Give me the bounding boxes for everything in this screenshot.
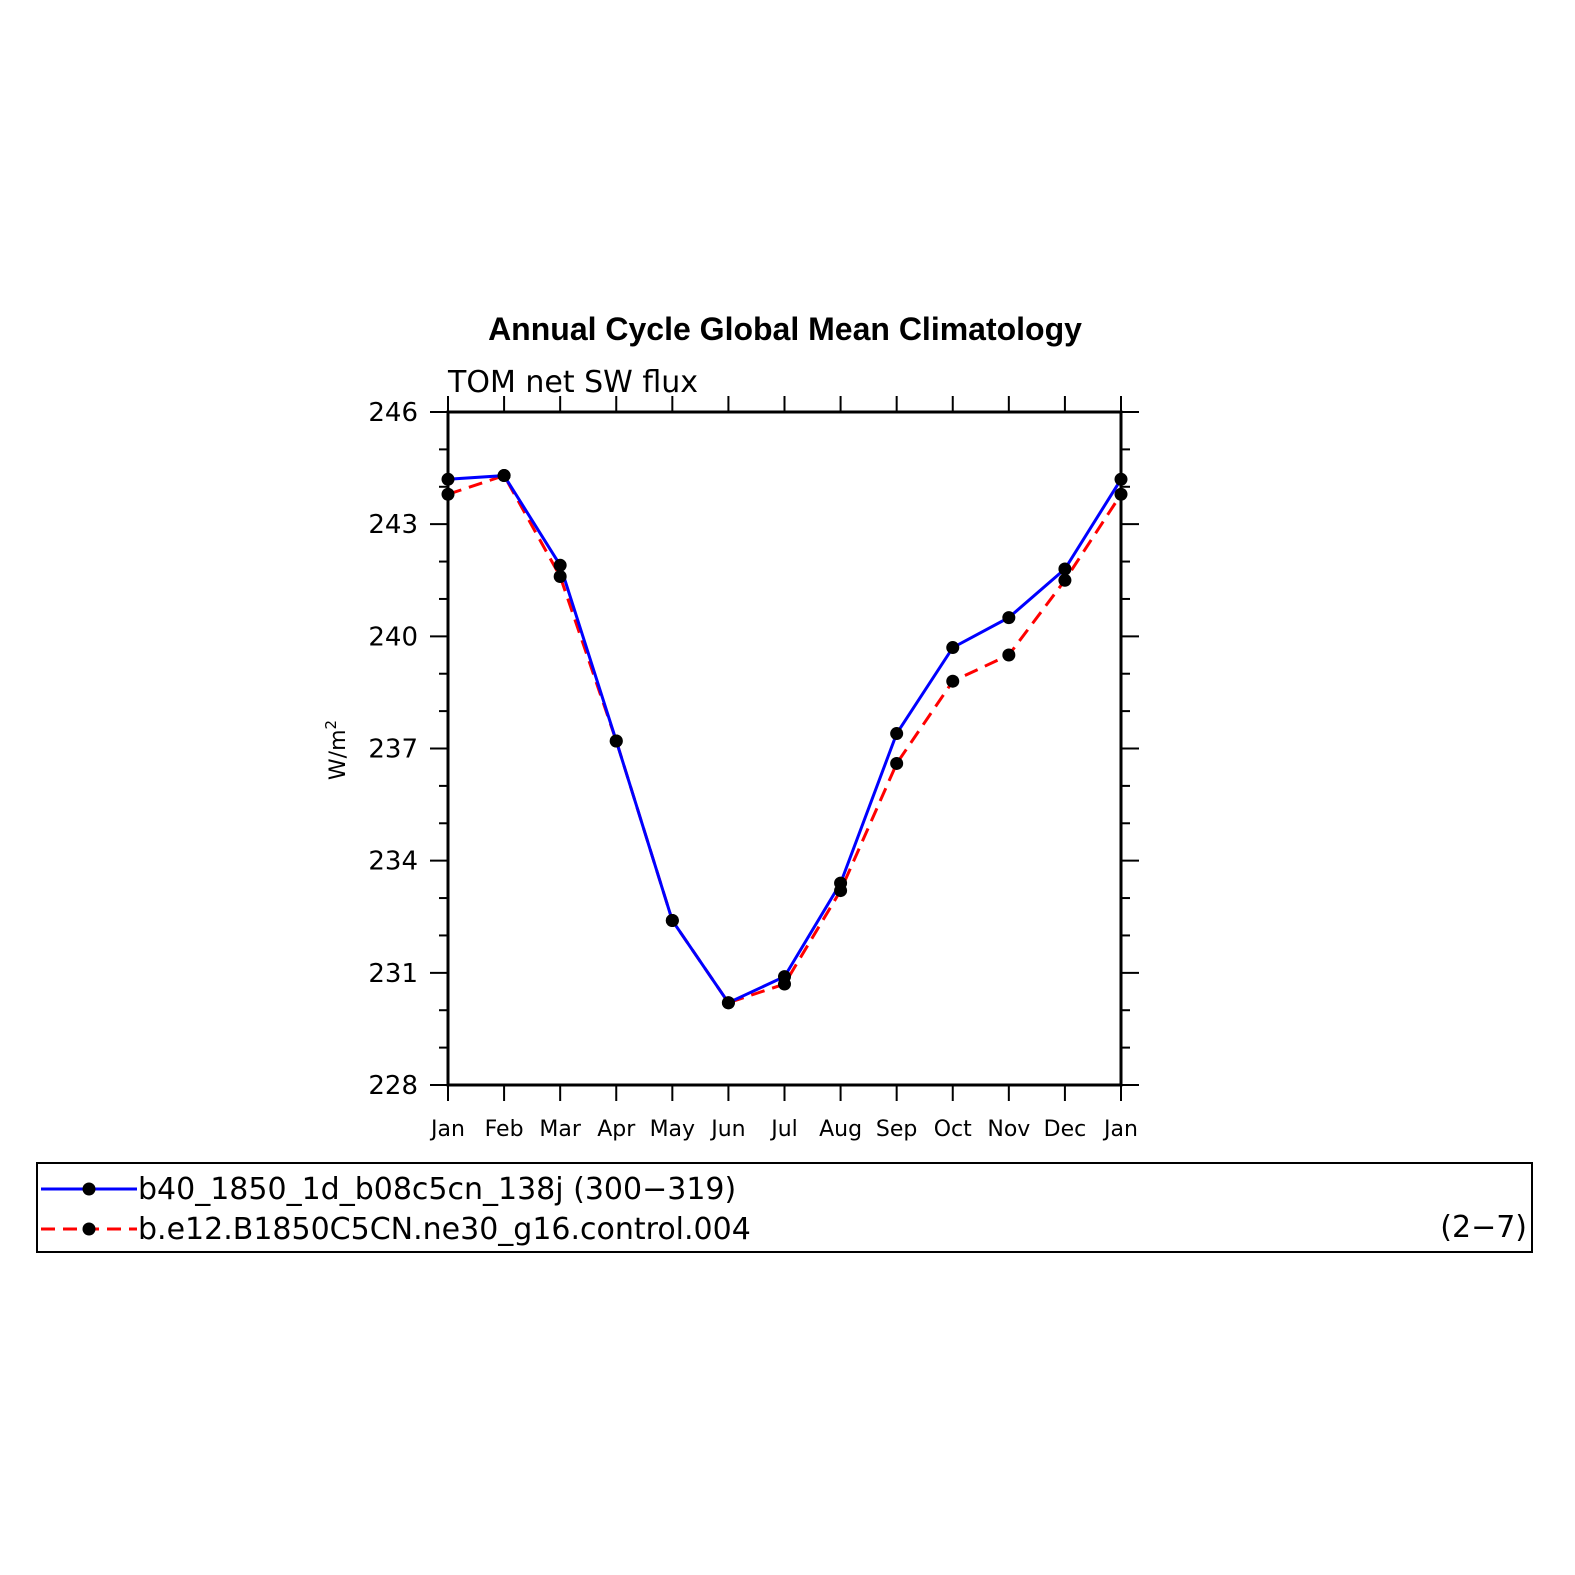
x-tick-label: May [650,1117,695,1142]
y-tick-label: 243 [368,510,418,540]
chart-subtitle: TOM net SW flux [447,365,698,400]
series-1-marker [441,472,455,486]
y-tick-label: 234 [368,847,418,877]
x-tick-label: Apr [597,1117,636,1142]
x-tick-label: Jul [769,1117,798,1142]
legend-marker-2 [82,1222,96,1236]
series-2-marker [1058,573,1072,587]
x-tick-label: Aug [819,1117,862,1142]
legend-label-2: b.e12.B1850C5CN.ne30_g16.control.004 [138,1212,751,1247]
series-1-marker [834,876,848,890]
series-layer [441,469,1128,1010]
x-tick-label: Feb [485,1117,524,1142]
series-2-marker [946,674,960,688]
series-1-marker [1002,611,1016,625]
y-tick-label: 228 [368,1071,418,1101]
legend-label-1: b40_1850_1d_b08c5cn_138j (300−319) [138,1172,736,1207]
series-2-marker [1114,487,1128,501]
axis-ticks [430,396,1139,1101]
y-axis-label-superscript: 2 [322,720,340,730]
y-tick-label: 246 [368,398,418,428]
series-line-1 [447,474,1123,1005]
series-2-marker [441,487,455,501]
series-1-marker [721,996,735,1010]
y-tick-labels: 228 231 234 237 240 243 246 [368,398,418,1101]
y-axis-label: W/m2 [322,720,351,780]
series-1-marker [1058,562,1072,576]
chart-title: Annual Cycle Global Mean Climatology [488,311,1082,347]
y-tick-label: 240 [368,622,418,652]
series-1-marker [946,641,960,655]
x-tick-labels: Jan Feb Mar Apr May Jun Jul Aug Sep Oct Nov Dec Jan [429,1117,1138,1142]
legend-note: (2−7) [1440,1210,1527,1245]
x-tick-label: Mar [539,1117,581,1142]
series-1-marker [1114,472,1128,486]
series-1-marker [778,970,791,984]
series-1-marker [665,913,679,927]
x-tick-label: Jan [429,1117,465,1142]
series-2-marker [553,570,567,584]
x-tick-label: Jan [1102,1117,1138,1142]
y-axis-label-text: W/m [326,729,351,780]
x-tick-label: Jun [709,1117,745,1142]
series-1-marker [890,727,904,741]
series-1-marker [609,734,623,748]
series-2-marker [1002,648,1016,662]
series-line-2 [447,473,1123,1005]
series-1-marker [553,558,567,572]
series-2-marker [890,756,904,770]
x-tick-label: Sep [876,1117,917,1142]
legend-marker-1 [82,1182,96,1196]
y-tick-label: 231 [368,959,418,989]
legend: b40_1850_1d_b08c5cn_138j (300−319) b.e12.… [41,1172,751,1247]
svg-text:W/m2: W/m2 [322,720,351,780]
y-tick-label: 237 [368,735,418,765]
x-tick-label: Dec [1044,1117,1087,1142]
series-1-marker [497,469,511,483]
x-tick-label: Nov [987,1117,1030,1142]
legend-box [36,1162,1533,1253]
x-tick-label: Oct [934,1117,972,1142]
